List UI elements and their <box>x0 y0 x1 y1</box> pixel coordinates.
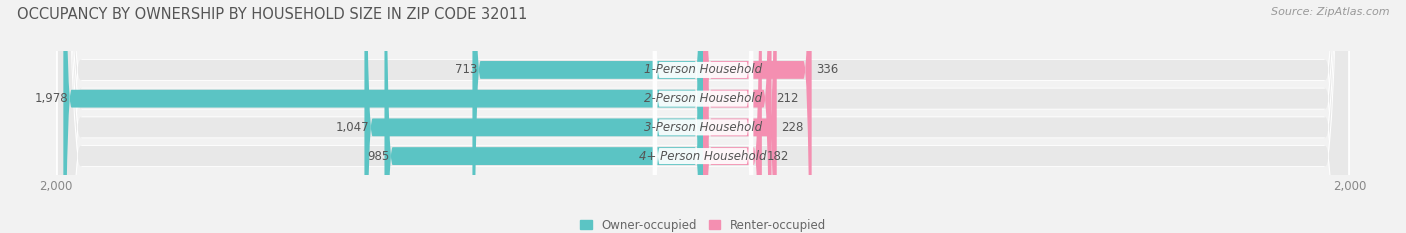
FancyBboxPatch shape <box>58 0 1348 233</box>
Text: 2-Person Household: 2-Person Household <box>644 92 762 105</box>
FancyBboxPatch shape <box>56 0 1350 233</box>
Text: 985: 985 <box>367 150 389 163</box>
FancyBboxPatch shape <box>56 0 1350 233</box>
FancyBboxPatch shape <box>58 0 1348 233</box>
FancyBboxPatch shape <box>652 0 754 233</box>
Text: 713: 713 <box>456 63 477 76</box>
FancyBboxPatch shape <box>56 0 1350 233</box>
Text: OCCUPANCY BY OWNERSHIP BY HOUSEHOLD SIZE IN ZIP CODE 32011: OCCUPANCY BY OWNERSHIP BY HOUSEHOLD SIZE… <box>17 7 527 22</box>
FancyBboxPatch shape <box>364 0 703 233</box>
FancyBboxPatch shape <box>472 0 703 233</box>
FancyBboxPatch shape <box>58 0 1348 233</box>
Text: Source: ZipAtlas.com: Source: ZipAtlas.com <box>1271 7 1389 17</box>
FancyBboxPatch shape <box>703 0 776 233</box>
FancyBboxPatch shape <box>56 0 1350 233</box>
Text: 182: 182 <box>766 150 789 163</box>
Text: 3-Person Household: 3-Person Household <box>644 121 762 134</box>
FancyBboxPatch shape <box>384 0 703 233</box>
Legend: Owner-occupied, Renter-occupied: Owner-occupied, Renter-occupied <box>575 214 831 233</box>
FancyBboxPatch shape <box>63 0 703 233</box>
Text: 1-Person Household: 1-Person Household <box>644 63 762 76</box>
FancyBboxPatch shape <box>703 0 772 233</box>
Text: 212: 212 <box>776 92 799 105</box>
Text: 1,978: 1,978 <box>35 92 69 105</box>
FancyBboxPatch shape <box>58 0 1348 233</box>
FancyBboxPatch shape <box>703 0 811 233</box>
Text: 228: 228 <box>782 121 804 134</box>
FancyBboxPatch shape <box>703 0 762 233</box>
Text: 4+ Person Household: 4+ Person Household <box>640 150 766 163</box>
Text: 1,047: 1,047 <box>336 121 370 134</box>
FancyBboxPatch shape <box>652 0 754 233</box>
Text: 336: 336 <box>817 63 839 76</box>
FancyBboxPatch shape <box>652 0 754 233</box>
FancyBboxPatch shape <box>652 0 754 233</box>
